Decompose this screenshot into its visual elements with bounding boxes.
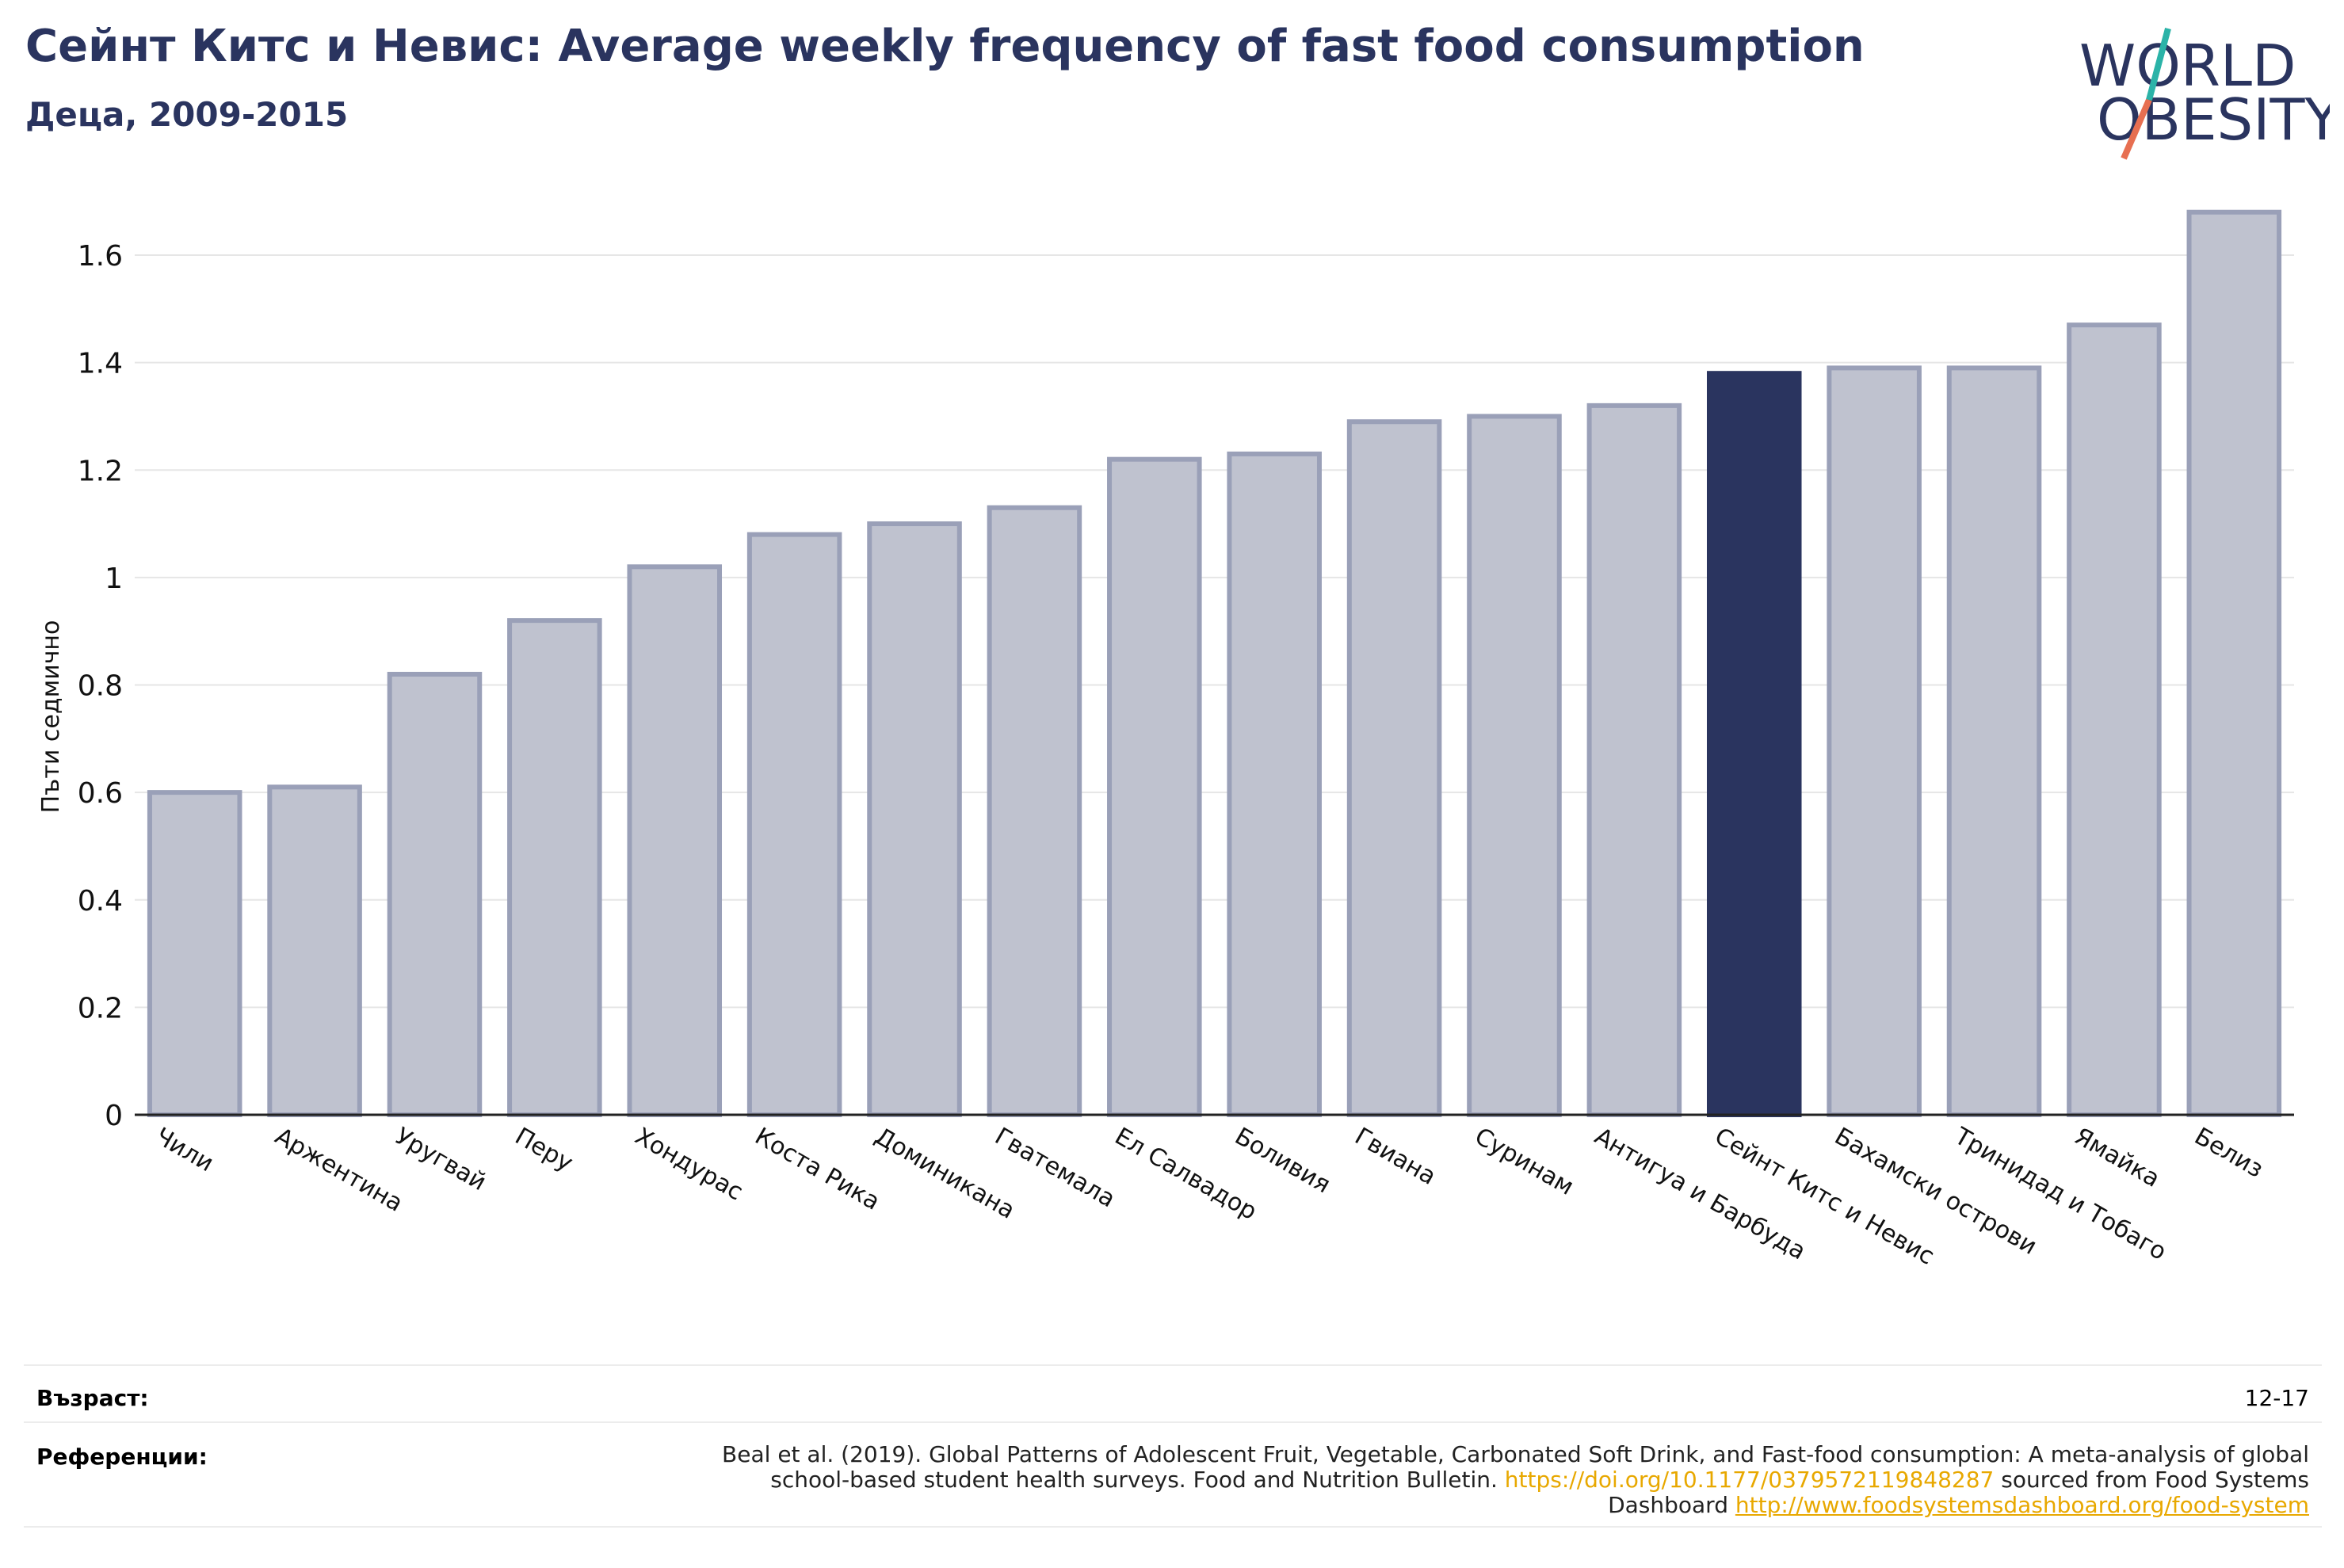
x-category-label: Суринам: [1470, 1123, 1579, 1201]
x-category-label: Боливия: [1230, 1123, 1335, 1200]
bar: [1706, 371, 1802, 1117]
bar: [1586, 402, 1682, 1117]
bar: [867, 521, 962, 1117]
y-axis-label: Пъти седмично: [37, 620, 65, 814]
footer-divider-top: [24, 1364, 2322, 1366]
y-tick-label: 0.6: [78, 777, 123, 810]
references-label: Референции:: [36, 1444, 208, 1470]
age-label: Възраст:: [36, 1385, 149, 1411]
world-obesity-logo: WORLD OBESITY: [2079, 27, 2330, 160]
bar: [1227, 451, 1322, 1117]
x-category-label: Белиз: [2189, 1123, 2268, 1184]
bar: [1107, 456, 1202, 1117]
footer-divider-bottom: [24, 1526, 2322, 1528]
x-category-label: Коста Рика: [750, 1123, 885, 1216]
bar: [267, 784, 362, 1117]
y-tick-label: 1.6: [78, 240, 123, 273]
y-tick-label: 1.2: [78, 455, 123, 487]
bar: [1827, 365, 1922, 1117]
logo-slash-teal: [2146, 27, 2171, 101]
logo-line1: WORLD: [2079, 32, 2296, 99]
references-text: Beal et al. (2019). Global Patterns of A…: [685, 1442, 2309, 1518]
x-category-label: Хондурас: [630, 1123, 747, 1207]
x-category-label: Гвиана: [1350, 1123, 1441, 1191]
y-tick-label: 1.4: [78, 348, 123, 380]
x-category-label: Аржентина: [270, 1123, 407, 1218]
x-category-label: Антигуа и Барбуда: [1590, 1123, 1810, 1266]
y-tick-label: 0.2: [78, 992, 123, 1024]
x-category-label: Уругвай: [390, 1123, 491, 1197]
bar: [1946, 365, 2042, 1117]
y-tick-label: 0.8: [78, 670, 123, 703]
bar: [2186, 209, 2282, 1117]
y-axis-ticks: 0 0.2 0.4 0.6 0.8 1 1.2 1.4 1.6: [78, 240, 123, 1132]
bar: [1346, 419, 1442, 1117]
logo-line2: OBESITY: [2097, 86, 2330, 153]
x-category-label: Бахамски острови: [1830, 1123, 2041, 1261]
bar: [987, 505, 1082, 1117]
x-category-label: Тринидад и Тобаго: [1949, 1122, 2171, 1266]
bar: [2067, 322, 2162, 1117]
bar: [1467, 414, 1562, 1117]
reference-text-1: Beal et al. (2019). Global Patterns of A…: [722, 1441, 2309, 1493]
chart-title: Сейнт Китс и Невис: Average weekly frequ…: [25, 21, 1865, 72]
bar-chart: 0 0.2 0.4 0.6 0.8 1 1.2 1.4 1.6 Чили АржентинаУру…: [37, 209, 2294, 1271]
y-tick-label: 1: [105, 563, 123, 595]
logo-slash-red: [2121, 98, 2152, 160]
bar: [627, 564, 723, 1117]
x-category-label: Сейнт Китс и Невис: [1710, 1123, 1939, 1271]
chart-subtitle: Деца, 2009-2015: [25, 95, 349, 134]
bar: [387, 671, 483, 1117]
x-category-label: Чили: [151, 1123, 219, 1178]
bar: [147, 790, 242, 1117]
reference-text-2: sourced from Food Systems Dashboard: [1608, 1467, 2309, 1518]
x-category-label: Ямайка: [2070, 1123, 2165, 1193]
x-category-label: Перу: [510, 1123, 578, 1177]
bar: [746, 532, 842, 1117]
age-value: 12-17: [2244, 1385, 2309, 1411]
bars: [147, 209, 2282, 1117]
food-systems-dashboard-link[interactable]: http://www.foodsystemsdashboard.org/food…: [1735, 1492, 2309, 1518]
y-tick-label: 0: [105, 1100, 123, 1132]
doi-link[interactable]: https://doi.org/10.1177/0379572119848287: [1504, 1467, 1995, 1493]
y-tick-label: 0.4: [78, 885, 123, 918]
footer-divider-middle: [24, 1421, 2322, 1423]
bar: [507, 618, 602, 1117]
